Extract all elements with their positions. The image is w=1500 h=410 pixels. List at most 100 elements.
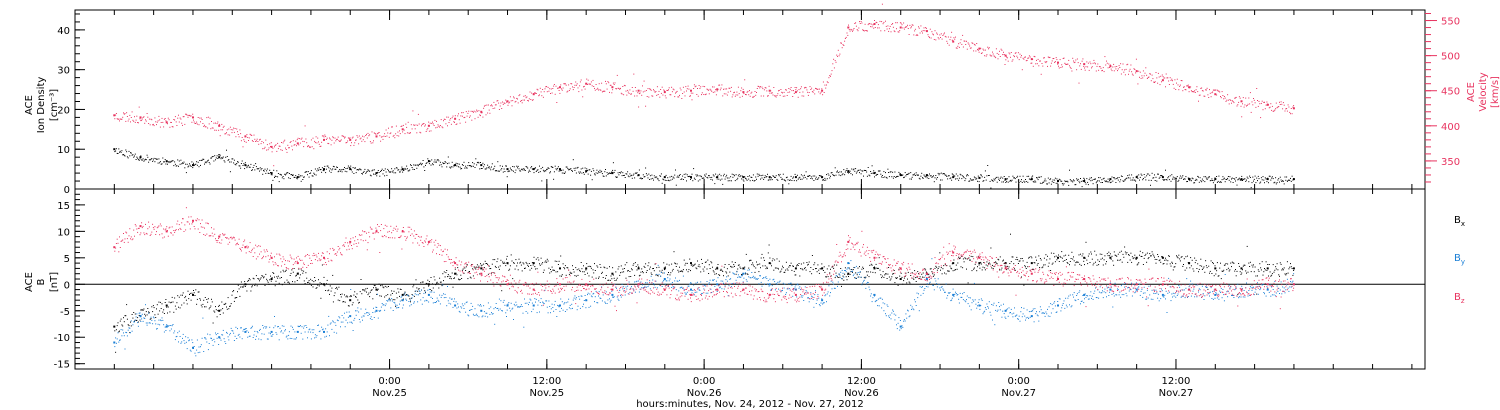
velocity-sample	[248, 140, 249, 141]
bx-sample	[137, 321, 139, 323]
velocity-sample	[403, 129, 405, 131]
bx-sample	[1267, 264, 1269, 265]
ion-density-sample	[304, 171, 306, 173]
ion-density-sample	[944, 173, 945, 175]
ion-density-sample	[1270, 179, 1272, 181]
bx-sample	[640, 271, 642, 273]
ion-density-point	[611, 172, 614, 175]
velocity-sample	[539, 94, 540, 96]
ion-density-sample	[1131, 174, 1133, 176]
ion-density-sample	[1120, 175, 1122, 177]
by-sample	[211, 337, 212, 339]
velocity-sample	[549, 88, 551, 90]
ion-density-sample	[167, 163, 168, 165]
velocity-sample	[470, 110, 472, 112]
ion-density-sample	[826, 174, 827, 176]
bx-sample	[1058, 254, 1059, 256]
bx-sample	[1088, 253, 1090, 255]
bx-sample	[173, 311, 175, 313]
by-sample	[127, 329, 129, 331]
ion-density-sample	[605, 169, 606, 170]
bx-sample	[264, 285, 266, 286]
bx-sample	[302, 272, 304, 274]
ion-density-sample	[1102, 182, 1103, 183]
velocity-sample	[514, 101, 516, 103]
bx-sample	[628, 276, 630, 278]
by-sample	[242, 330, 244, 332]
bx-sample	[636, 269, 638, 271]
bx-sample	[1058, 261, 1060, 262]
bx-sample	[1263, 271, 1265, 273]
velocity-sample	[211, 127, 213, 129]
bx-sample	[1039, 258, 1041, 259]
bx-sample	[583, 265, 584, 267]
bx-sample	[633, 263, 635, 265]
ion-density-sample	[479, 168, 481, 170]
ion-density-sample	[256, 168, 258, 170]
velocity-sample	[705, 93, 707, 95]
ion-density-sample	[1025, 181, 1027, 182]
bx-sample	[1075, 262, 1077, 264]
bx-sample	[914, 277, 916, 279]
by-sample	[134, 321, 135, 323]
velocity-axis-title-3: [km/s]	[1490, 76, 1500, 108]
ion-density-sample	[1128, 174, 1130, 176]
by-sample	[223, 338, 225, 340]
bx-sample	[171, 296, 173, 298]
velocity-sample	[227, 134, 229, 136]
velocity-sample	[144, 122, 146, 124]
bx-sample	[463, 272, 465, 274]
bx-sample	[1094, 250, 1096, 252]
ion-density-sample	[207, 159, 209, 161]
ion-density-sample	[756, 178, 757, 180]
ion-density-sample	[759, 174, 761, 176]
velocity-sample	[502, 103, 504, 105]
velocity-sample	[195, 123, 197, 124]
ion-density-sample	[393, 172, 395, 174]
ion-density-sample	[587, 169, 588, 171]
ion-density-point	[192, 164, 194, 167]
velocity-sample	[634, 87, 636, 88]
bx-sample	[1175, 263, 1177, 265]
velocity-sample	[1139, 76, 1140, 78]
ion-density-sample	[1195, 178, 1197, 180]
by-sample	[325, 335, 327, 337]
bx-sample	[1092, 264, 1094, 266]
ion-density-sample	[320, 169, 322, 170]
velocity-sample	[1009, 53, 1011, 55]
velocity-sample	[134, 121, 136, 123]
velocity-sample	[645, 105, 647, 107]
bx-sample	[942, 268, 944, 270]
ion-density-sample	[488, 166, 490, 168]
velocity-sample	[557, 87, 559, 89]
bx-sample	[481, 264, 483, 266]
velocity-sample	[450, 118, 452, 120]
bx-sample	[703, 270, 705, 272]
velocity-sample	[1271, 109, 1273, 111]
bx-sample	[298, 268, 300, 270]
velocity-sample	[1173, 87, 1175, 89]
velocity-sample	[372, 142, 374, 144]
velocity-sample	[163, 118, 165, 120]
bx-sample	[289, 275, 291, 276]
bx-sample	[839, 276, 841, 278]
velocity-sample	[1028, 57, 1030, 59]
bx-sample	[500, 259, 502, 261]
bx-sample	[118, 331, 120, 333]
velocity-sample	[1220, 97, 1222, 99]
bx-sample	[1209, 270, 1211, 272]
bx-sample	[815, 268, 816, 270]
bx-sample	[668, 272, 669, 273]
ion-density-sample	[1077, 178, 1079, 180]
velocity-sample	[1154, 82, 1155, 83]
ion-density-sample	[606, 172, 608, 174]
velocity-sample	[361, 140, 363, 142]
ion-density-sample	[704, 175, 706, 177]
bx-sample	[387, 294, 389, 296]
velocity-axis-title-1: ACE	[1466, 82, 1477, 102]
velocity-sample	[938, 38, 940, 40]
velocity-sample	[578, 91, 580, 93]
bx-sample	[719, 274, 721, 276]
velocity-sample	[1076, 58, 1078, 60]
velocity-sample	[547, 86, 549, 88]
